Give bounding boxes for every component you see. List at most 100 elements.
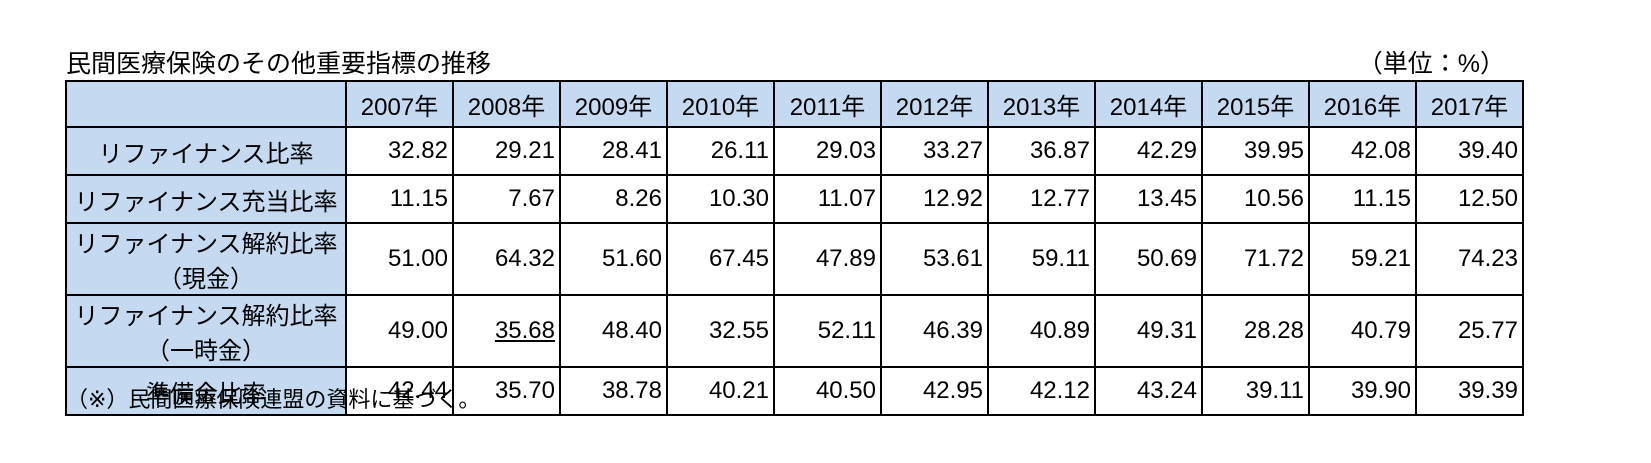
value-cell: 10.30 — [666, 174, 775, 224]
value-cell: 42.08 — [1308, 126, 1417, 176]
cell-text: 47.89 — [815, 245, 876, 272]
cell-text: 39.39 — [1457, 377, 1518, 404]
value-cell: 28.28 — [1201, 294, 1310, 368]
value-cell: 40.50 — [773, 366, 882, 416]
cell-text: 12.77 — [1029, 185, 1090, 212]
value-cell: 74.23 — [1415, 222, 1524, 296]
value-cell: 12.77 — [987, 174, 1096, 224]
column-header: 2017年 — [1415, 80, 1524, 128]
column-header: 2008年 — [452, 80, 561, 128]
value-cell: 39.95 — [1201, 126, 1310, 176]
cell-text: 40.21 — [708, 377, 769, 404]
cell-text: 32.55 — [708, 317, 769, 344]
value-cell: 47.89 — [773, 222, 882, 296]
value-cell: 39.40 — [1415, 126, 1524, 176]
cell-text: 26.11 — [710, 137, 769, 164]
value-cell: 11.07 — [773, 174, 882, 224]
value-cell: 51.00 — [345, 222, 454, 296]
column-header: 2016年 — [1308, 80, 1417, 128]
value-cell: 51.60 — [559, 222, 668, 296]
value-cell: 33.27 — [880, 126, 989, 176]
cell-text: 59.11 — [1031, 245, 1090, 272]
cell-text: 42.95 — [922, 377, 983, 404]
value-cell: 25.77 — [1415, 294, 1524, 368]
row-label: リファイナンス解約比率（現金） — [65, 222, 347, 296]
column-header: 2014年 — [1094, 80, 1203, 128]
value-cell: 12.50 — [1415, 174, 1524, 224]
value-cell: 59.11 — [987, 222, 1096, 296]
value-cell: 35.68 — [452, 294, 561, 368]
value-cell: 43.24 — [1094, 366, 1203, 416]
cell-text: 36.87 — [1029, 137, 1090, 164]
cell-text: 49.00 — [387, 317, 448, 344]
column-header: 2010年 — [666, 80, 775, 128]
cell-text: 28.41 — [601, 137, 662, 164]
value-cell: 46.39 — [880, 294, 989, 368]
cell-text: 29.21 — [494, 137, 555, 164]
cell-text: 43.24 — [1136, 377, 1197, 404]
value-cell: 49.00 — [345, 294, 454, 368]
value-cell: 29.21 — [452, 126, 561, 176]
value-cell: 8.26 — [559, 174, 668, 224]
cell-text: 74.23 — [1457, 245, 1518, 272]
cell-text: 52.11 — [817, 317, 876, 344]
value-cell: 64.32 — [452, 222, 561, 296]
value-cell: 52.11 — [773, 294, 882, 368]
table-row: 準備金比率 42.44 35.70 38.78 40.21 40.50 42.95 42.12… — [65, 366, 1524, 416]
value-cell: 40.89 — [987, 294, 1096, 368]
row-label: リファイナンス充当比率 — [65, 174, 347, 224]
table-row: リファイナンス解約比率（一時金） 49.00 35.68 48.40 32.55 52.1… — [65, 294, 1524, 368]
value-cell: 49.31 — [1094, 294, 1203, 368]
value-cell: 48.40 — [559, 294, 668, 368]
value-cell: 11.15 — [1308, 174, 1417, 224]
column-header: 2007年 — [345, 80, 454, 128]
cell-text: 40.79 — [1350, 317, 1411, 344]
cell-text: 11.07 — [817, 185, 876, 212]
value-cell: 40.21 — [666, 366, 775, 416]
value-cell: 53.61 — [880, 222, 989, 296]
cell-text: 32.82 — [387, 137, 448, 164]
value-cell: 39.11 — [1201, 366, 1310, 416]
header-row: 2007年 2008年 2009年 2010年 2011年 2012年 2013年 2014年… — [65, 80, 1524, 128]
cell-text: 42.29 — [1136, 137, 1197, 164]
cell-text: 11.15 — [389, 185, 448, 212]
value-cell: 36.87 — [987, 126, 1096, 176]
value-cell: 11.15 — [345, 174, 454, 224]
value-cell: 42.12 — [987, 366, 1096, 416]
table-row: リファイナンス比率 32.82 29.21 28.41 26.11 29.03 33.27 3… — [65, 126, 1524, 176]
column-header: 2015年 — [1201, 80, 1310, 128]
column-header: 2012年 — [880, 80, 989, 128]
cell-text: 46.39 — [922, 317, 983, 344]
value-cell: 29.03 — [773, 126, 882, 176]
table-row: リファイナンス解約比率（現金） 51.00 64.32 51.60 67.45 47.89… — [65, 222, 1524, 296]
cell-text: 28.28 — [1243, 317, 1304, 344]
value-cell: 42.95 — [880, 366, 989, 416]
cell-text: 53.61 — [922, 245, 983, 272]
corner-cell — [65, 80, 347, 128]
cell-text: 39.40 — [1457, 137, 1518, 164]
cell-text: 48.40 — [601, 317, 662, 344]
value-cell: 50.69 — [1094, 222, 1203, 296]
cell-text: 10.30 — [708, 185, 769, 212]
cell-text: 64.32 — [494, 245, 555, 272]
value-cell: 32.82 — [345, 126, 454, 176]
value-cell: 35.70 — [452, 366, 561, 416]
cell-text: 7.67 — [508, 185, 555, 212]
value-cell: 42.44 — [345, 366, 454, 416]
cell-text: 50.69 — [1136, 245, 1197, 272]
cell-text: 67.45 — [708, 245, 769, 272]
cell-text: 13.45 — [1136, 185, 1197, 212]
value-cell: 67.45 — [666, 222, 775, 296]
value-cell: 13.45 — [1094, 174, 1203, 224]
cell-text: 35.70 — [494, 377, 555, 404]
cell-text: 40.50 — [815, 377, 876, 404]
column-header: 2009年 — [559, 80, 668, 128]
cell-text: 51.00 — [387, 245, 448, 272]
column-header: 2013年 — [987, 80, 1096, 128]
cell-text: 42.08 — [1350, 137, 1411, 164]
value-cell: 10.56 — [1201, 174, 1310, 224]
table-title: 民間医療保険のその他重要指標の推移 — [66, 50, 492, 78]
cell-text: 35.68 — [494, 317, 555, 344]
value-cell: 59.21 — [1308, 222, 1417, 296]
